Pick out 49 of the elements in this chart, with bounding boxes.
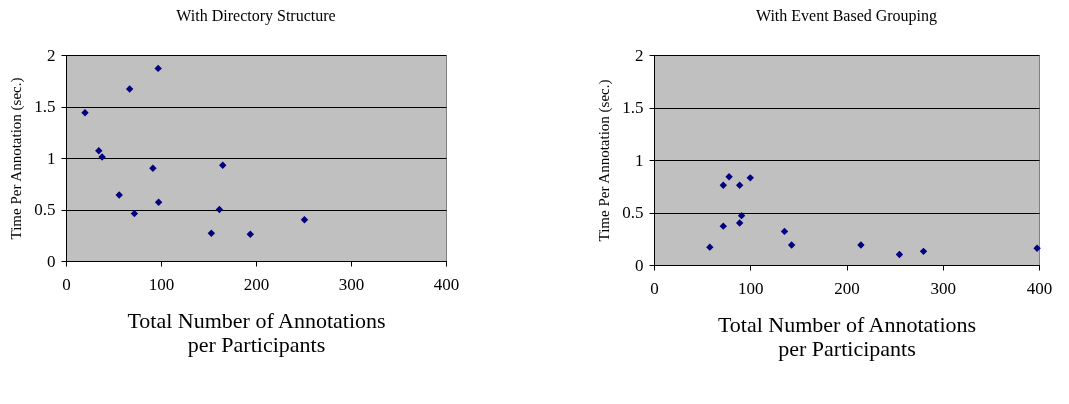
point (919, 247, 928, 256)
point (706, 243, 714, 251)
x-axis-title: Total Number of Annotations per Participants (717, 311, 977, 361)
y-axis-title: Time Per Annotation (sec.) (8, 77, 26, 240)
point (219, 161, 227, 169)
point (719, 181, 728, 189)
x-tick-label: 400 (433, 274, 460, 294)
x-tick-label: 0 (650, 278, 659, 298)
point (149, 164, 157, 173)
point (130, 209, 139, 218)
x-tick-label: 100 (738, 278, 764, 298)
y-tick-label: 0.5 (34, 200, 56, 219)
y-tick-label: 1.5 (622, 98, 644, 117)
y-tick-label: 2 (47, 45, 56, 65)
point (300, 216, 309, 224)
point (207, 229, 216, 237)
point (125, 85, 134, 93)
point (737, 211, 746, 220)
x-tick-label: 200 (243, 274, 270, 294)
point (719, 222, 728, 230)
point (735, 181, 744, 189)
y-tick-label: 2 (635, 45, 644, 65)
point (215, 205, 224, 214)
x-tick-label: 300 (930, 278, 956, 298)
point (95, 147, 103, 155)
x-tick-label: 400 (1026, 278, 1053, 298)
x-tick-label: 0 (62, 274, 71, 294)
x-axis-title: Total Number of Annotations per Participants (127, 307, 386, 357)
point (246, 230, 255, 238)
y-tick-label: 1 (47, 148, 56, 168)
x-tick-label: 100 (148, 274, 175, 294)
y-tick-label: 0 (47, 251, 56, 271)
point (735, 219, 744, 227)
y-tick-label: 0 (635, 255, 644, 275)
chart-title: With Event Based Grouping (755, 7, 938, 25)
point (746, 174, 754, 182)
point (780, 227, 789, 236)
chart-title: With Directory Structure (176, 7, 336, 25)
point (787, 241, 796, 249)
point (895, 250, 904, 259)
y-tick-label: 1.5 (34, 97, 56, 116)
x-tick-label: 300 (338, 274, 365, 294)
point (81, 108, 89, 117)
point (154, 64, 162, 73)
x-tick-label: 200 (834, 278, 860, 298)
point (154, 198, 163, 206)
y-tick-label: 1 (635, 150, 644, 170)
y-axis-title: Time Per Annotation (sec.) (596, 79, 614, 242)
y-tick-label: 0.5 (622, 203, 644, 222)
